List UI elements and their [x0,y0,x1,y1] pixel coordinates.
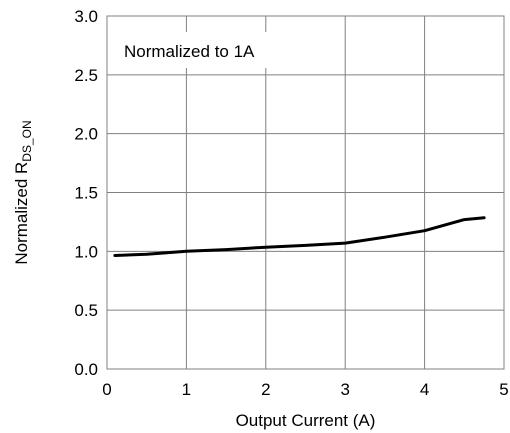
y-tick-label: 1.0 [74,242,98,261]
y-axis-title-subscript: DS_ON [20,120,34,161]
x-tick-label: 4 [420,380,429,399]
x-axis-title: Output Current (A) [236,411,376,430]
series-line [113,216,486,257]
grid [107,16,504,369]
x-tick-label: 5 [499,380,508,399]
y-tick-label: 2.0 [74,125,98,144]
y-tick-labels: 0.0 0.5 1.0 1.5 2.0 2.5 3.0 [74,7,98,379]
x-tick-label: 1 [182,380,191,399]
x-tick-label: 2 [261,380,270,399]
x-tick-labels: 0 1 2 3 4 5 [102,380,508,399]
y-tick-label: 3.0 [74,7,98,26]
series-layer [113,216,486,257]
annotation-text: Normalized to 1A [124,42,255,61]
y-tick-label: 1.5 [74,184,98,203]
y-tick-label: 2.5 [74,66,98,85]
y-tick-label: 0.5 [74,301,98,320]
x-tick-label: 0 [102,380,111,399]
x-tick-label: 3 [340,380,349,399]
y-axis-title: Normalized RDS_ON [12,120,34,264]
y-axis-title-main: Normalized R [12,162,31,265]
annotation-box: Normalized to 1A [111,32,301,68]
plot-frame [106,15,505,370]
y-tick-label: 0.0 [74,360,98,379]
